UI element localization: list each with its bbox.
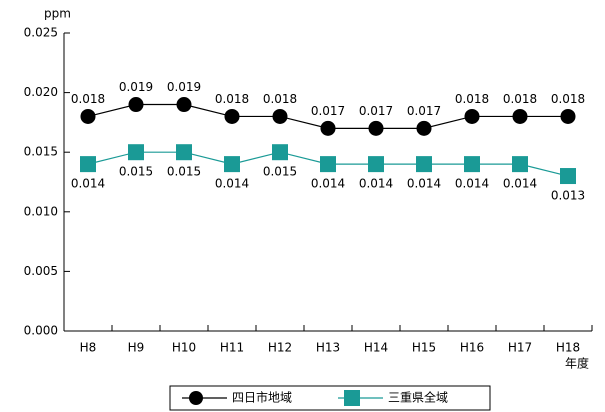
data-label: 0.013 [551, 189, 585, 203]
y-tick-label: 0.015 [24, 145, 58, 159]
data-label: 0.018 [551, 92, 585, 106]
data-label: 0.014 [455, 177, 489, 191]
x-tick-label: H10 [172, 341, 196, 355]
y-axis-label: ppm [44, 7, 71, 21]
data-point [512, 108, 528, 124]
data-point [416, 156, 432, 173]
data-point [176, 97, 192, 113]
x-axis-label: 年度 [565, 356, 589, 371]
x-tick-label: H18 [556, 341, 580, 355]
x-tick-label: H11 [220, 341, 244, 355]
data-point [224, 108, 240, 124]
data-point [560, 168, 576, 185]
data-label: 0.015 [167, 165, 201, 179]
data-point [560, 108, 576, 124]
legend-marker [189, 391, 203, 405]
data-point [368, 156, 384, 173]
x-tick-label: H16 [460, 341, 484, 355]
x-tick-label: H8 [80, 341, 97, 355]
data-point [176, 144, 192, 161]
data-label: 0.017 [311, 104, 345, 118]
y-tick-label: 0.000 [24, 324, 58, 338]
y-tick-label: 0.020 [24, 85, 58, 99]
data-label: 0.018 [455, 92, 489, 106]
data-label: 0.014 [407, 177, 441, 191]
data-point [464, 108, 480, 124]
data-point [80, 156, 96, 173]
data-point [512, 156, 528, 173]
data-point [80, 108, 96, 124]
data-label: 0.015 [263, 165, 297, 179]
data-label: 0.018 [503, 92, 537, 106]
data-label: 0.014 [311, 177, 345, 191]
data-point [224, 156, 240, 173]
data-point [272, 108, 288, 124]
legend-marker [344, 390, 360, 406]
data-point [128, 97, 144, 113]
x-tick-label: H14 [364, 341, 388, 355]
data-label: 0.019 [167, 80, 201, 94]
data-point [272, 144, 288, 161]
legend-label: 三重県全域 [388, 390, 448, 405]
x-tick-label: H13 [316, 341, 340, 355]
data-point [416, 120, 432, 136]
x-tick-label: H9 [128, 341, 145, 355]
data-point [464, 156, 480, 173]
data-label: 0.018 [71, 92, 105, 106]
y-tick-label: 0.010 [24, 204, 58, 218]
data-label: 0.019 [119, 80, 153, 94]
data-label: 0.014 [71, 177, 105, 191]
data-point [320, 120, 336, 136]
data-point [368, 120, 384, 136]
data-point [128, 144, 144, 161]
data-label: 0.014 [359, 177, 393, 191]
legend-label: 四日市地域 [232, 390, 292, 405]
y-tick-label: 0.005 [24, 264, 58, 278]
x-tick-label: H15 [412, 341, 436, 355]
data-point [320, 156, 336, 173]
data-label: 0.018 [215, 92, 249, 106]
data-label: 0.015 [119, 165, 153, 179]
data-label: 0.017 [407, 104, 441, 118]
data-label: 0.014 [215, 177, 249, 191]
data-label: 0.017 [359, 104, 393, 118]
data-label: 0.014 [503, 177, 537, 191]
data-label: 0.018 [263, 92, 297, 106]
y-tick-label: 0.025 [24, 26, 58, 40]
x-tick-label: H12 [268, 341, 292, 355]
x-tick-label: H17 [508, 341, 532, 355]
